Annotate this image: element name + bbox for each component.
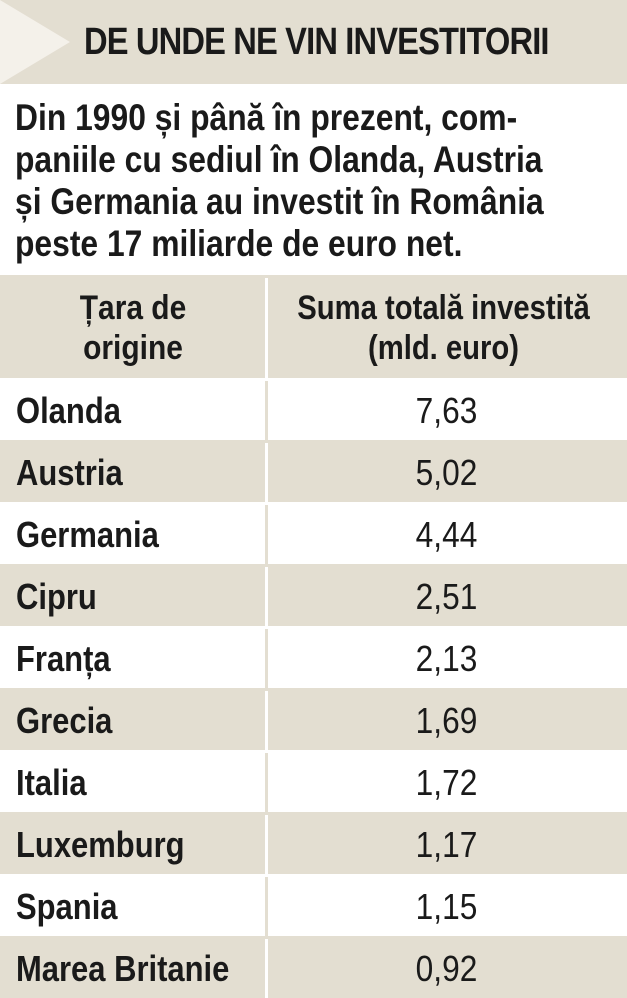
intro-panel: Din 1990 și până în prezent, com- paniil… (0, 87, 627, 278)
country-cell: Spania (16, 886, 118, 927)
country-cell: Grecia (16, 700, 113, 741)
country-cell: Germania (16, 514, 159, 555)
country-cell: Olanda (16, 390, 121, 431)
table-row: Germania 4,44 (0, 505, 627, 567)
amount-cell: 4,44 (415, 514, 478, 555)
investment-table: Țara de origine Suma totală investită (m… (0, 278, 627, 998)
table-row: Austria 5,02 (0, 443, 627, 505)
table-header: Țara de origine Suma totală investită (m… (0, 278, 627, 381)
column-divider (265, 567, 268, 626)
intro-text: Din 1990 și până în prezent, com- paniil… (15, 97, 544, 264)
column-divider (265, 939, 268, 998)
column-divider (265, 278, 268, 378)
amount-cell: 7,63 (415, 390, 478, 431)
table-row: Marea Britanie 0,92 (0, 939, 627, 998)
country-cell: Austria (16, 452, 123, 493)
column-divider (265, 691, 268, 750)
column-divider (265, 877, 268, 936)
column-divider (265, 381, 268, 440)
column-header-country: Țara de origine (79, 289, 187, 367)
arrow-right-icon (0, 0, 70, 84)
table-row: Italia 1,72 (0, 753, 627, 815)
amount-cell: 2,51 (415, 576, 478, 617)
column-divider (265, 443, 268, 502)
amount-cell: 0,92 (415, 948, 478, 989)
table-row: Spania 1,15 (0, 877, 627, 939)
amount-cell: 1,72 (415, 762, 478, 803)
table-row: Olanda 7,63 (0, 381, 627, 443)
column-divider (265, 505, 268, 564)
country-cell: Marea Britanie (16, 948, 230, 989)
table-row: Cipru 2,51 (0, 567, 627, 629)
table-body: Olanda 7,63 Austria 5,02 Germania 4,44 Cipru 2,… (0, 381, 627, 998)
table-row: Franța 2,13 (0, 629, 627, 691)
country-cell: Italia (16, 762, 87, 803)
country-cell: Luxemburg (16, 824, 185, 865)
column-divider (265, 753, 268, 812)
column-divider (265, 815, 268, 874)
page-title: DE UNDE NE VIN INVESTITORII (84, 21, 550, 63)
country-cell: Cipru (16, 576, 97, 617)
table-row: Luxemburg 1,17 (0, 815, 627, 877)
amount-cell: 1,15 (415, 886, 478, 927)
amount-cell: 1,17 (415, 824, 478, 865)
amount-cell: 1,69 (415, 700, 478, 741)
amount-cell: 2,13 (415, 638, 478, 679)
column-header-amount: Suma totală investită (mld. euro) (297, 289, 590, 367)
column-divider (265, 629, 268, 688)
title-bar: DE UNDE NE VIN INVESTITORII (0, 0, 627, 87)
table-row: Grecia 1,69 (0, 691, 627, 753)
amount-cell: 5,02 (415, 452, 478, 493)
country-cell: Franța (16, 638, 111, 679)
